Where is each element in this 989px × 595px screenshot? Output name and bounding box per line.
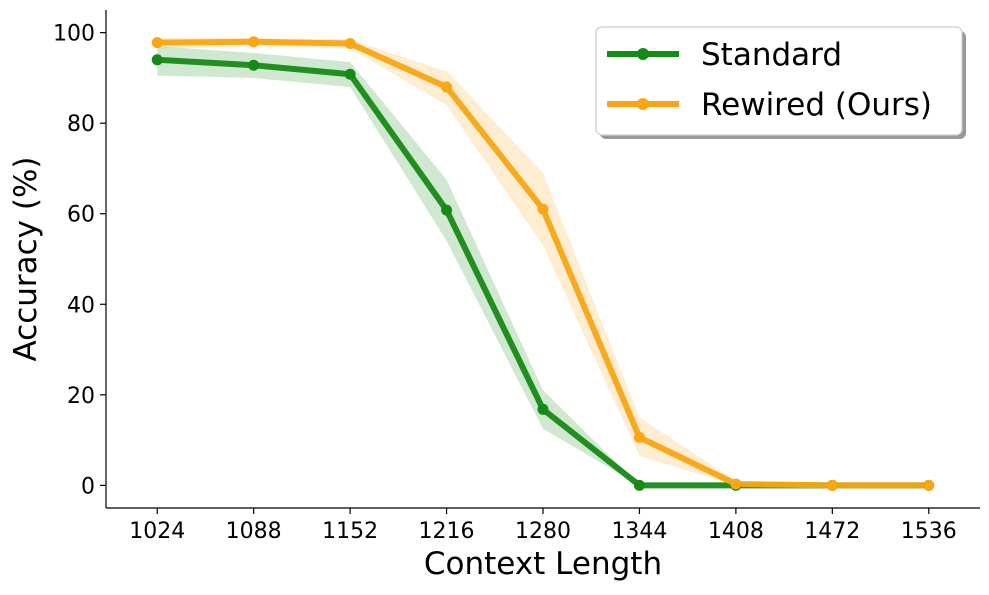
y-tick-label: 0 xyxy=(81,474,95,499)
band-standard xyxy=(157,46,929,486)
point-rewired-1344 xyxy=(633,431,645,443)
x-ticks: 1024 1088 1152 1216 1280 1344 1408 1472 1536 xyxy=(129,508,957,544)
y-axis-label: Accuracy (%) xyxy=(8,156,44,361)
y-tick-label: 20 xyxy=(67,384,95,409)
x-tick-label: 1536 xyxy=(901,519,957,544)
point-rewired-1536 xyxy=(923,479,935,491)
point-standard-1088 xyxy=(248,59,260,71)
legend-label-rewired: Rewired (Ours) xyxy=(701,87,932,123)
point-rewired-1472 xyxy=(826,479,838,491)
x-tick-label: 1280 xyxy=(515,519,571,544)
y-ticks: 0 20 40 60 80 100 xyxy=(53,22,106,499)
series-points xyxy=(151,36,935,491)
x-axis-label: Context Length xyxy=(424,546,662,582)
legend-label-standard: Standard xyxy=(701,37,842,73)
y-tick-label: 60 xyxy=(67,203,95,228)
y-tick-label: 80 xyxy=(67,112,95,137)
point-standard-1344 xyxy=(633,479,645,491)
point-rewired-1408 xyxy=(730,478,742,490)
point-standard-1216 xyxy=(441,204,453,216)
y-tick-label: 40 xyxy=(67,293,95,318)
confidence-bands xyxy=(157,38,929,486)
point-rewired-1088 xyxy=(248,36,260,48)
x-tick-label: 1344 xyxy=(611,519,667,544)
point-standard-1280 xyxy=(537,403,549,415)
point-rewired-1216 xyxy=(441,81,453,93)
x-tick-label: 1408 xyxy=(708,519,764,544)
y-tick-label: 100 xyxy=(53,22,95,47)
point-rewired-1152 xyxy=(344,38,356,50)
point-rewired-1024 xyxy=(151,37,163,49)
point-standard-1024 xyxy=(151,54,163,66)
legend: Standard Rewired (Ours) xyxy=(595,26,966,139)
x-tick-label: 1472 xyxy=(804,519,860,544)
legend-marker-standard xyxy=(637,48,649,60)
legend-frame xyxy=(595,26,963,136)
x-tick-label: 1152 xyxy=(322,519,378,544)
legend-marker-rewired xyxy=(637,98,649,110)
x-tick-label: 1088 xyxy=(226,519,282,544)
point-rewired-1280 xyxy=(537,203,549,215)
point-standard-1152 xyxy=(344,68,356,80)
x-tick-label: 1216 xyxy=(419,519,475,544)
x-tick-label: 1024 xyxy=(129,519,185,544)
